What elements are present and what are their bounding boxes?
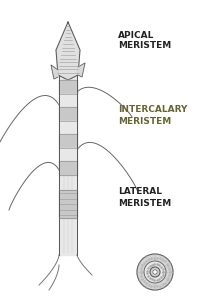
Polygon shape bbox=[59, 80, 77, 94]
Text: MERISTEM: MERISTEM bbox=[118, 42, 171, 51]
Text: MERISTEM: MERISTEM bbox=[118, 198, 171, 208]
Polygon shape bbox=[59, 107, 77, 121]
Polygon shape bbox=[59, 148, 77, 161]
Text: LATERAL: LATERAL bbox=[118, 188, 162, 197]
Polygon shape bbox=[59, 121, 77, 134]
Text: INTERCALARY: INTERCALARY bbox=[118, 105, 187, 115]
Circle shape bbox=[135, 252, 175, 292]
Circle shape bbox=[150, 267, 160, 277]
Circle shape bbox=[144, 261, 166, 283]
Circle shape bbox=[153, 270, 157, 274]
Polygon shape bbox=[59, 75, 77, 255]
Text: APICAL: APICAL bbox=[118, 31, 154, 39]
Text: MERISTEM: MERISTEM bbox=[118, 116, 171, 125]
Polygon shape bbox=[59, 190, 77, 218]
Polygon shape bbox=[56, 22, 80, 80]
Polygon shape bbox=[59, 161, 77, 175]
Polygon shape bbox=[59, 134, 77, 148]
Polygon shape bbox=[59, 94, 77, 107]
Circle shape bbox=[137, 254, 173, 290]
Polygon shape bbox=[78, 63, 85, 77]
Polygon shape bbox=[51, 65, 58, 79]
